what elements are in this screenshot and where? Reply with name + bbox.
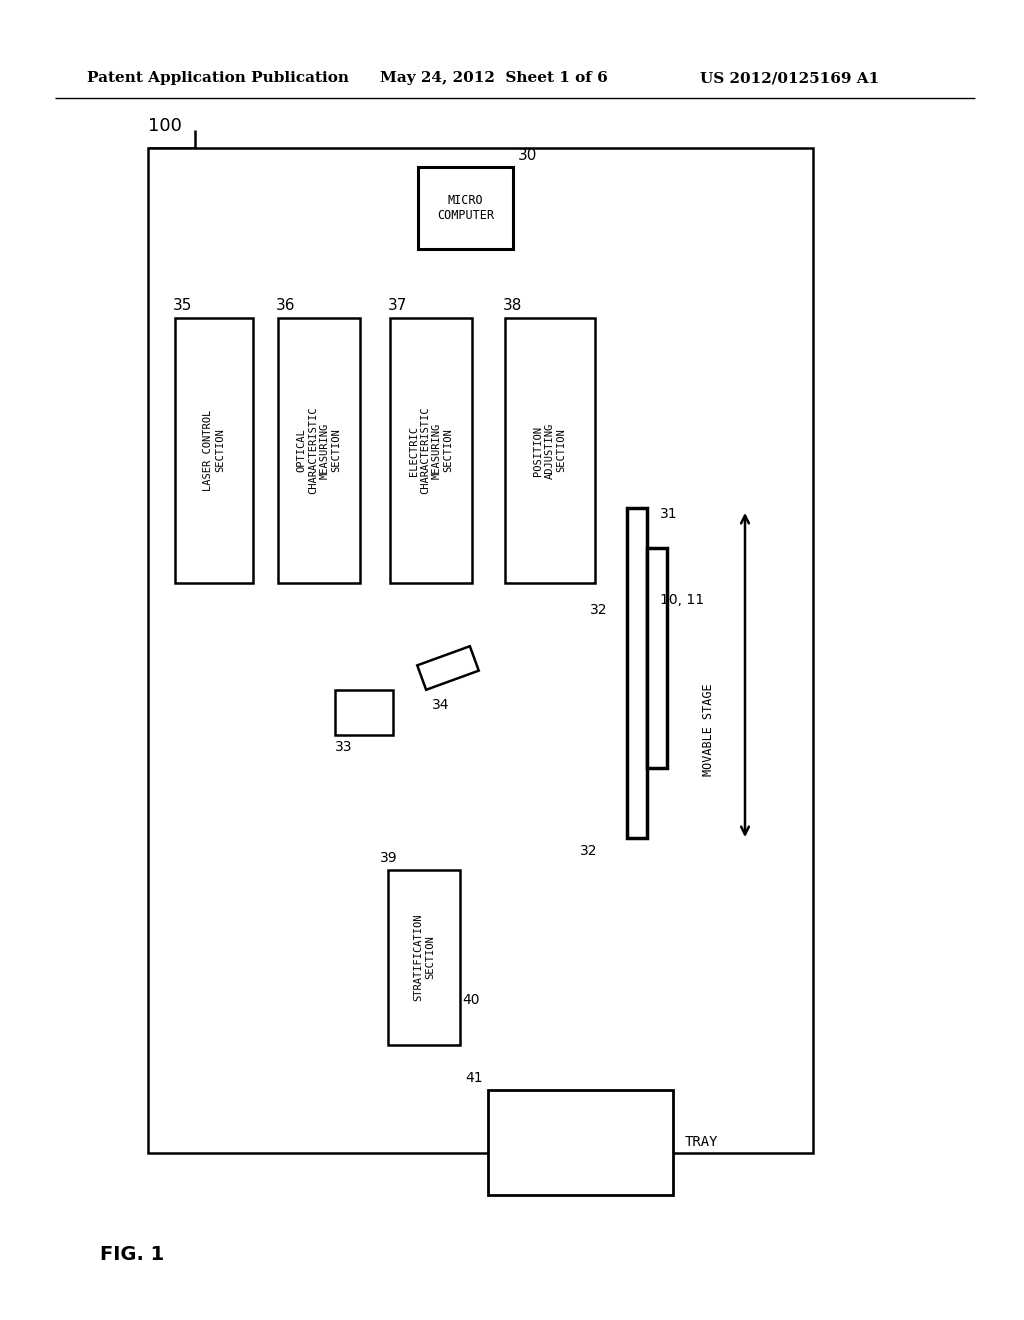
Text: 32: 32 <box>590 603 607 616</box>
Bar <box>418 168 513 249</box>
Text: 40: 40 <box>462 993 479 1007</box>
Text: MOVABLE STAGE: MOVABLE STAGE <box>701 684 715 776</box>
Bar <box>627 508 647 838</box>
Bar <box>505 318 595 583</box>
Text: 10, 11: 10, 11 <box>660 593 705 607</box>
Text: 31: 31 <box>660 507 678 521</box>
Bar <box>175 318 253 583</box>
Bar <box>335 690 393 735</box>
Text: 30: 30 <box>518 148 538 162</box>
Text: 32: 32 <box>580 843 597 858</box>
Text: US 2012/0125169 A1: US 2012/0125169 A1 <box>700 71 880 84</box>
Text: POSITION
ADJUSTING
SECTION: POSITION ADJUSTING SECTION <box>534 422 566 479</box>
Text: ELECTRIC
CHARACTERISTIC
MEASURING
SECTION: ELECTRIC CHARACTERISTIC MEASURING SECTIO… <box>409 407 454 494</box>
Text: LASER CONTROL
SECTION: LASER CONTROL SECTION <box>203 411 225 491</box>
Text: 36: 36 <box>276 298 296 313</box>
Text: 37: 37 <box>388 298 408 313</box>
Bar <box>148 148 813 1152</box>
Polygon shape <box>417 647 479 690</box>
Bar <box>278 318 360 583</box>
Text: 35: 35 <box>173 298 193 313</box>
Text: May 24, 2012  Sheet 1 of 6: May 24, 2012 Sheet 1 of 6 <box>380 71 608 84</box>
Text: 34: 34 <box>432 698 450 711</box>
Text: 41: 41 <box>465 1071 483 1085</box>
Text: TRAY: TRAY <box>685 1135 719 1150</box>
Text: FIG. 1: FIG. 1 <box>100 1246 164 1265</box>
Text: 33: 33 <box>335 741 352 754</box>
Bar <box>388 870 460 1045</box>
Text: STRATIFICATION
SECTION: STRATIFICATION SECTION <box>414 913 435 1002</box>
Bar <box>390 318 472 583</box>
Bar <box>488 1090 673 1195</box>
Text: MICRO
COMPUTER: MICRO COMPUTER <box>437 194 494 222</box>
Bar <box>647 548 667 768</box>
Text: 100: 100 <box>148 117 182 135</box>
Text: Patent Application Publication: Patent Application Publication <box>87 71 349 84</box>
Text: OPTICAL
CHARACTERISTIC
MEASURING
SECTION: OPTICAL CHARACTERISTIC MEASURING SECTION <box>297 407 341 494</box>
Text: 38: 38 <box>503 298 522 313</box>
Text: 39: 39 <box>380 851 397 865</box>
